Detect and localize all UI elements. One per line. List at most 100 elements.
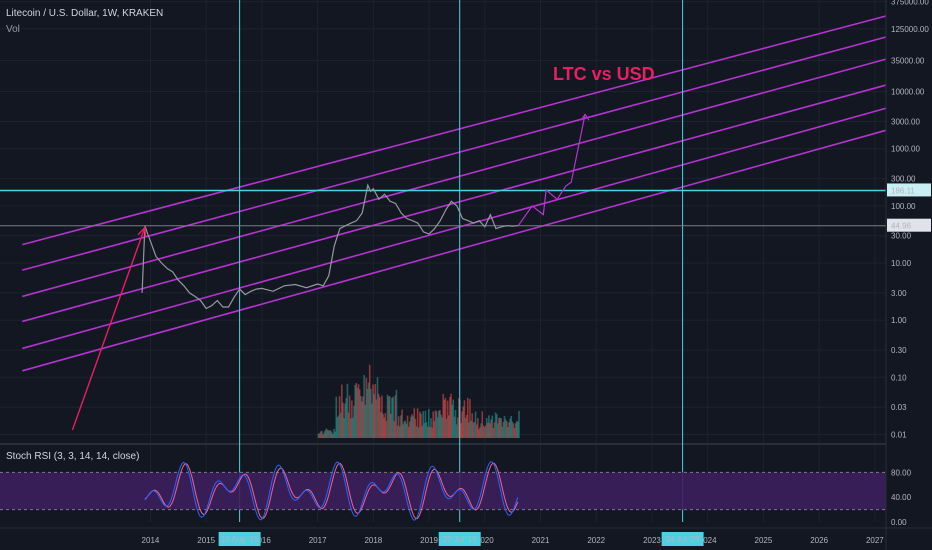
volume-bar [413,408,416,438]
volume-bar [330,432,333,438]
volume-bar [471,413,474,438]
volume-bar [414,418,417,438]
volume-bar [466,397,469,438]
volume-bar [398,426,401,438]
volume-bar [381,395,383,438]
volume-bar [431,427,433,438]
volume-bar [349,418,352,438]
date-marker-box [438,532,481,546]
price-tick-label: 1000.00 [891,145,920,154]
volume-bar [420,413,422,438]
volume-bar [501,426,504,438]
projection-path [517,114,586,227]
time-tick-label: 2026 [810,536,828,545]
volume-bar [488,415,490,438]
volume-bar [485,417,488,438]
volume-bar [325,428,328,438]
level-label-box [887,183,931,197]
rsi-tick-label: 0.00 [891,518,907,527]
annotation-text: LTC vs USD [553,64,655,84]
volume-bar [343,418,345,438]
price-tick-label: 125000.00 [891,25,929,34]
volume-bar [445,418,448,438]
last-price-label: 44.96 [891,222,912,231]
volume-bar [492,427,495,438]
volume-bar [328,430,331,438]
volume-bar [324,430,326,438]
volume-bar [347,412,350,438]
volume-bar [332,434,334,438]
volume-bar [458,398,460,438]
volume-bar [469,399,471,438]
time-tick-label: 2022 [587,536,605,545]
volume-bar [323,432,325,438]
channel-line [22,15,887,246]
volume-bar [371,403,373,438]
volume-bar [416,408,419,438]
volume-bar [320,430,323,438]
volume-bar [512,423,515,438]
volume-bar [357,384,360,438]
volume-bar [495,414,498,438]
volume-bar [454,409,457,438]
volume-bar [484,425,487,438]
volume-bar [421,425,423,438]
price-tick-label: 375000.00 [891,0,929,7]
volume-bar [407,426,410,438]
volume-bar [517,421,519,438]
volume-bar [411,414,413,438]
volume-bar [432,411,435,438]
price-tick-label: 35000.00 [891,56,925,65]
volume-bar [326,429,329,438]
date-marker-label: 22 Jul '19 [443,535,478,544]
channel-line [22,107,887,350]
volume-bar [446,400,449,438]
volume-bar [442,393,445,438]
volume-bar [423,423,426,438]
volume-bar [339,412,342,438]
volume-bar [344,403,346,438]
volume-bar [355,383,358,438]
volume-label: Vol [6,24,20,35]
volume-bar [482,425,485,438]
volume-bar [449,396,451,438]
volume-bar [406,415,409,438]
price-tick-label: 100.00 [891,202,916,211]
volume-bar [509,418,511,438]
volume-bar [368,364,371,438]
price-tick-label: 0.10 [891,373,907,382]
volume-bar [511,421,514,438]
volume-bar [401,409,403,438]
volume-bar [510,415,513,438]
volume-bar [346,383,349,438]
volume-bar [424,410,427,438]
volume-bar [410,416,412,438]
price-tick-label: 30.00 [891,232,912,241]
volume-bar [429,426,431,438]
volume-bar [440,414,442,438]
volume-bar [505,421,508,438]
time-tick-label: 2025 [755,536,773,545]
volume-bar [508,422,510,438]
price-tick-label: 3000.00 [891,117,920,126]
volume-bar [400,415,402,438]
volume-bar [439,410,441,438]
volume-bar [370,388,372,438]
volume-bar [462,406,465,438]
volume-bar [464,417,467,438]
volume-bar [351,400,353,438]
volume-bar [430,418,432,438]
volume-bar [342,402,344,438]
volume-bar [412,416,414,438]
time-tick-label: 2027 [866,536,884,545]
volume-bar [409,421,411,438]
channel-line [22,129,887,372]
time-tick-label: 2016 [253,536,271,545]
volume-bar [393,421,396,438]
price-tick-label: 3.00 [891,289,907,298]
volume-bar [425,422,428,438]
price-tick-label: 0.01 [891,430,907,439]
volume-bar [474,411,477,438]
